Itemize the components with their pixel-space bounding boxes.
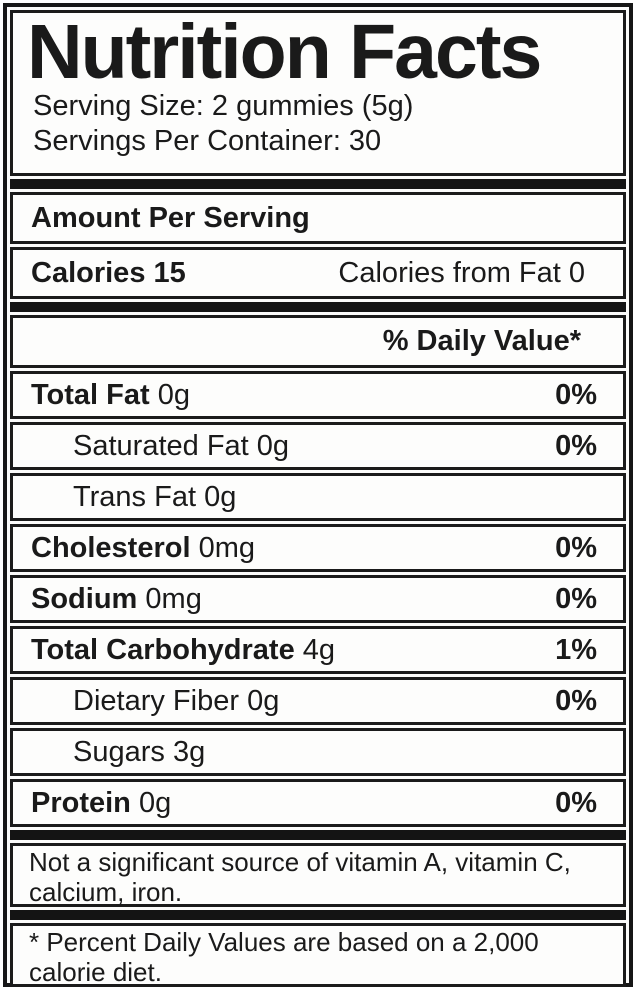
nutrient-amount: 0g bbox=[247, 684, 280, 717]
nutrient-name: Sodium bbox=[31, 582, 138, 615]
nutrient-name: Total Fat bbox=[31, 378, 150, 411]
nutrition-facts-label: Nutrition Facts Serving Size: 2 gummies … bbox=[3, 3, 633, 987]
nutrient-name: Sugars bbox=[73, 735, 165, 768]
nutrient-daily-value: 0% bbox=[555, 684, 597, 717]
nutrient-name-group: Total Carbohydrate 4g bbox=[31, 634, 335, 667]
nutrient-name: Protein bbox=[31, 786, 131, 819]
header-section: Nutrition Facts Serving Size: 2 gummies … bbox=[10, 10, 626, 176]
nutrient-name-group: Trans Fat 0g bbox=[73, 481, 236, 514]
nutrient-amount: 0mg bbox=[145, 582, 202, 615]
calories-row: Calories 15 Calories from Fat 0 bbox=[10, 247, 626, 299]
label-title: Nutrition Facts bbox=[27, 9, 542, 95]
nutrient-daily-value: 1% bbox=[555, 633, 597, 666]
nutrient-daily-value: 0% bbox=[555, 786, 597, 819]
nutrient-row: Total Fat 0g 0% bbox=[10, 371, 626, 419]
daily-values-footnote: * Percent Daily Values are based on a 2,… bbox=[10, 923, 626, 987]
nutrient-name-group: Sodium 0mg bbox=[31, 583, 202, 616]
section-divider-bar bbox=[10, 830, 626, 840]
daily-value-header: % Daily Value* bbox=[382, 325, 581, 357]
nutrient-name-group: Sugars 3g bbox=[73, 736, 205, 769]
not-significant-footnote: Not a significant source of vitamin A, v… bbox=[10, 843, 626, 907]
nutrient-name-group: Total Fat 0g bbox=[31, 379, 190, 412]
daily-value-header-row: % Daily Value* bbox=[10, 315, 626, 368]
nutrient-name: Dietary Fiber bbox=[73, 684, 239, 717]
nutrient-row: Saturated Fat 0g 0% bbox=[10, 422, 626, 470]
nutrient-amount: 0g bbox=[256, 429, 290, 462]
nutrient-amount: 0g bbox=[204, 480, 237, 513]
nutrient-name-group: Saturated Fat 0g bbox=[73, 430, 289, 463]
nutrient-daily-value: 0% bbox=[555, 582, 597, 615]
nutrient-amount: 0g bbox=[138, 786, 172, 819]
amount-per-serving-label: Amount Per Serving bbox=[31, 201, 310, 234]
nutrient-row: Protein 0g 0% bbox=[10, 779, 626, 827]
nutrient-name: Saturated Fat bbox=[73, 429, 249, 462]
calories-value: 15 bbox=[153, 256, 186, 289]
nutrient-row: Sugars 3g bbox=[10, 728, 626, 776]
section-divider-bar bbox=[10, 179, 626, 189]
amount-per-serving-row: Amount Per Serving bbox=[10, 192, 626, 244]
nutrient-row: Cholesterol 0mg 0% bbox=[10, 524, 626, 572]
calories-label: Calories bbox=[31, 256, 146, 289]
nutrient-amount: 0g bbox=[157, 378, 191, 411]
section-divider-bar bbox=[10, 910, 626, 920]
nutrient-amount: 3g bbox=[172, 735, 206, 768]
calories-value-group: Calories 15 bbox=[31, 257, 186, 290]
nutrient-daily-value: 0% bbox=[555, 429, 597, 462]
nutrient-row: Sodium 0mg 0% bbox=[10, 575, 626, 623]
serving-size: Serving Size: 2 gummies (5g) bbox=[33, 90, 414, 122]
nutrient-daily-value: 0% bbox=[555, 531, 597, 564]
nutrient-name-group: Dietary Fiber 0g bbox=[73, 685, 279, 718]
calories-from-fat: Calories from Fat 0 bbox=[338, 256, 585, 289]
nutrient-name: Cholesterol bbox=[31, 531, 191, 564]
nutrient-amount: 4g bbox=[302, 633, 336, 666]
nutrient-rows: Total Fat 0g 0% Saturated Fat 0g 0% Tran… bbox=[10, 371, 626, 827]
nutrient-daily-value: 0% bbox=[555, 378, 597, 411]
nutrient-amount: 0mg bbox=[198, 531, 256, 564]
section-divider-bar bbox=[10, 302, 626, 312]
nutrient-row: Dietary Fiber 0g 0% bbox=[10, 677, 626, 725]
nutrient-row: Trans Fat 0g bbox=[10, 473, 626, 521]
nutrient-name-group: Protein 0g bbox=[31, 787, 171, 820]
nutrient-name: Total Carbohydrate bbox=[31, 633, 295, 666]
nutrient-name: Trans Fat bbox=[73, 480, 197, 513]
nutrient-name-group: Cholesterol 0mg bbox=[31, 532, 255, 565]
nutrient-row: Total Carbohydrate 4g 1% bbox=[10, 626, 626, 674]
servings-per-container: Servings Per Container: 30 bbox=[33, 125, 382, 157]
